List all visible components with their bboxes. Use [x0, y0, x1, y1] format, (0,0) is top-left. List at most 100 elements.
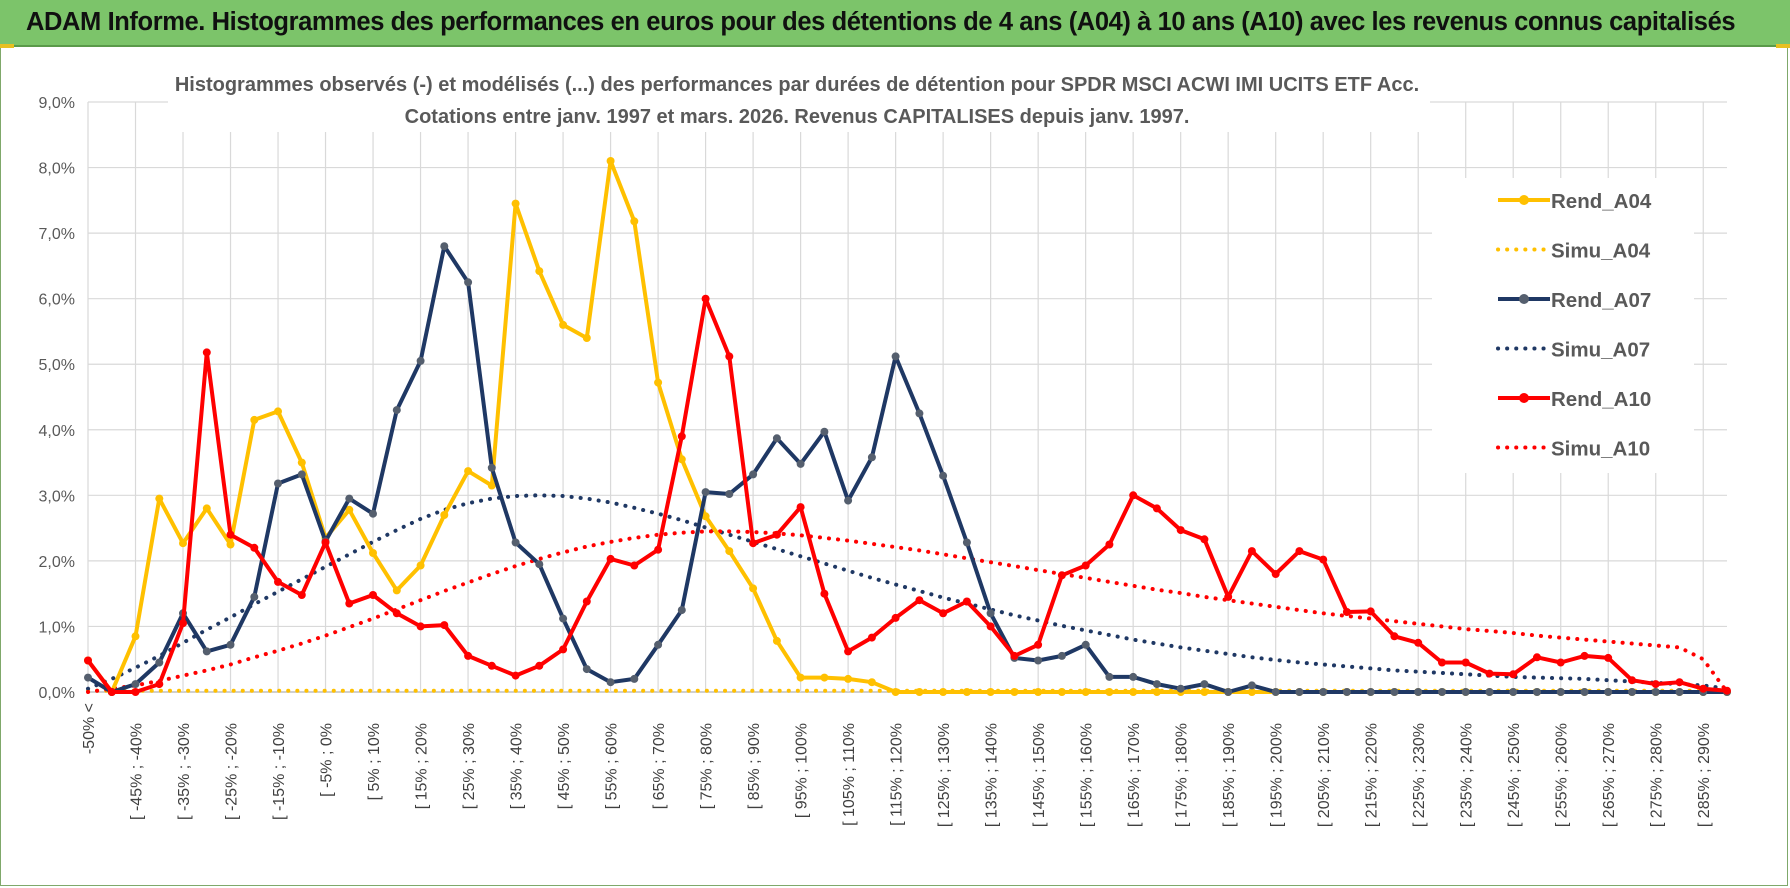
data-point [677, 455, 686, 464]
data-point [1295, 688, 1304, 696]
data-point [1129, 688, 1138, 696]
data-point [1675, 688, 1684, 696]
data-point [84, 673, 92, 682]
x-tick-label: [ 95% ; 100% [794, 723, 811, 818]
data-point [274, 577, 282, 586]
data-point [1414, 688, 1423, 696]
x-tick-label: [ 125% ; 130% [936, 723, 953, 827]
data-point [1390, 632, 1399, 641]
data-point [820, 589, 829, 598]
data-point [464, 651, 473, 660]
chart-subtitle: Cotations entre janv. 1997 et mars. 2026… [405, 106, 1190, 128]
data-point [1651, 680, 1660, 689]
data-point [1105, 672, 1114, 681]
x-tick-label: [ 15% ; 20% [414, 723, 431, 809]
x-tick-label: [ 165% ; 170% [1126, 723, 1143, 827]
data-point [1034, 656, 1043, 665]
data-point [772, 434, 781, 443]
x-tick-label: [ -5% ; 0% [319, 723, 336, 797]
data-point [1509, 688, 1518, 696]
data-point [962, 538, 971, 547]
data-point [345, 599, 354, 608]
data-point [1699, 684, 1708, 693]
legend-label: Rend_A04 [1551, 190, 1652, 213]
data-point [487, 661, 496, 670]
x-tick-label: [ 175% ; 180% [1174, 723, 1191, 827]
data-point [250, 543, 259, 552]
data-point [582, 665, 591, 674]
series-layer [84, 157, 1731, 696]
data-point [179, 539, 187, 548]
data-point [1105, 540, 1114, 549]
x-tick-label: [ 265% ; 270% [1601, 723, 1618, 827]
x-tick-label: [ 65% ; 70% [651, 723, 668, 809]
series-line-simu-a10 [86, 529, 1729, 694]
data-point [1247, 681, 1256, 690]
data-point [749, 584, 758, 593]
series-simu-a10 [86, 529, 1729, 694]
y-tick-label: 0,0% [39, 685, 75, 702]
data-point [1129, 491, 1138, 500]
data-point [654, 640, 663, 649]
x-tick-label: [ -25% ; -20% [224, 723, 241, 820]
data-point [796, 673, 805, 682]
data-point [1081, 640, 1090, 649]
series-line-rend-a07 [86, 244, 1727, 694]
data-point [1081, 688, 1090, 696]
data-point [155, 680, 164, 689]
data-point [1152, 504, 1161, 513]
legend: Rend_A04 Simu_A04 Rend_A07 Simu_A07 Rend_A10… [1432, 178, 1694, 473]
data-point [630, 674, 639, 683]
data-point [84, 656, 92, 665]
legend-label: Simu_A04 [1551, 240, 1651, 263]
data-point [939, 688, 948, 696]
data-point [1556, 658, 1565, 667]
data-point [582, 334, 591, 342]
data-point [202, 647, 211, 656]
data-point [559, 320, 568, 329]
data-point [559, 645, 568, 654]
x-tick-label: [ 55% ; 60% [604, 723, 621, 809]
legend-item-simu-a10: Simu_A10 [1496, 438, 1650, 461]
data-point [725, 547, 734, 556]
x-tick-label: [ 275% ; 280% [1649, 723, 1666, 827]
data-point [274, 479, 282, 488]
data-point [226, 530, 235, 539]
corner-accent-right [1776, 44, 1790, 48]
data-point [677, 606, 686, 615]
data-point [1271, 688, 1280, 696]
data-point [844, 496, 853, 505]
data-point [1200, 535, 1209, 544]
data-point [416, 356, 425, 365]
data-point [701, 512, 710, 521]
legend-label: Simu_A10 [1551, 438, 1650, 461]
data-point [345, 494, 354, 503]
legend-item-rend-a04: Rend_A04 [1498, 190, 1652, 213]
data-point [654, 378, 663, 387]
data-point [606, 678, 615, 687]
data-point [1675, 678, 1684, 687]
data-point [915, 688, 924, 696]
data-point [1319, 688, 1328, 696]
data-point [1628, 688, 1636, 696]
x-tick-label: -50% < [81, 703, 98, 754]
data-point [369, 509, 377, 518]
x-tick-label: [ 185% ; 190% [1221, 723, 1238, 827]
data-point [369, 549, 377, 557]
data-point [464, 278, 473, 287]
y-tick-label: 4,0% [39, 423, 75, 440]
data-point [844, 647, 853, 656]
x-tick-label: [ 35% ; 40% [509, 723, 526, 809]
legend-label: Rend_A07 [1551, 289, 1651, 312]
legend-item-rend-a07: Rend_A07 [1498, 289, 1651, 312]
data-point [820, 673, 829, 682]
data-point [844, 674, 853, 683]
data-point [559, 614, 568, 623]
data-point [1366, 688, 1375, 696]
data-point [345, 505, 354, 514]
data-point [1010, 651, 1019, 660]
x-tick-label: [ -15% ; -10% [271, 723, 288, 820]
data-point [891, 613, 900, 622]
y-tick-label: 1,0% [39, 619, 75, 636]
data-point [535, 560, 544, 569]
